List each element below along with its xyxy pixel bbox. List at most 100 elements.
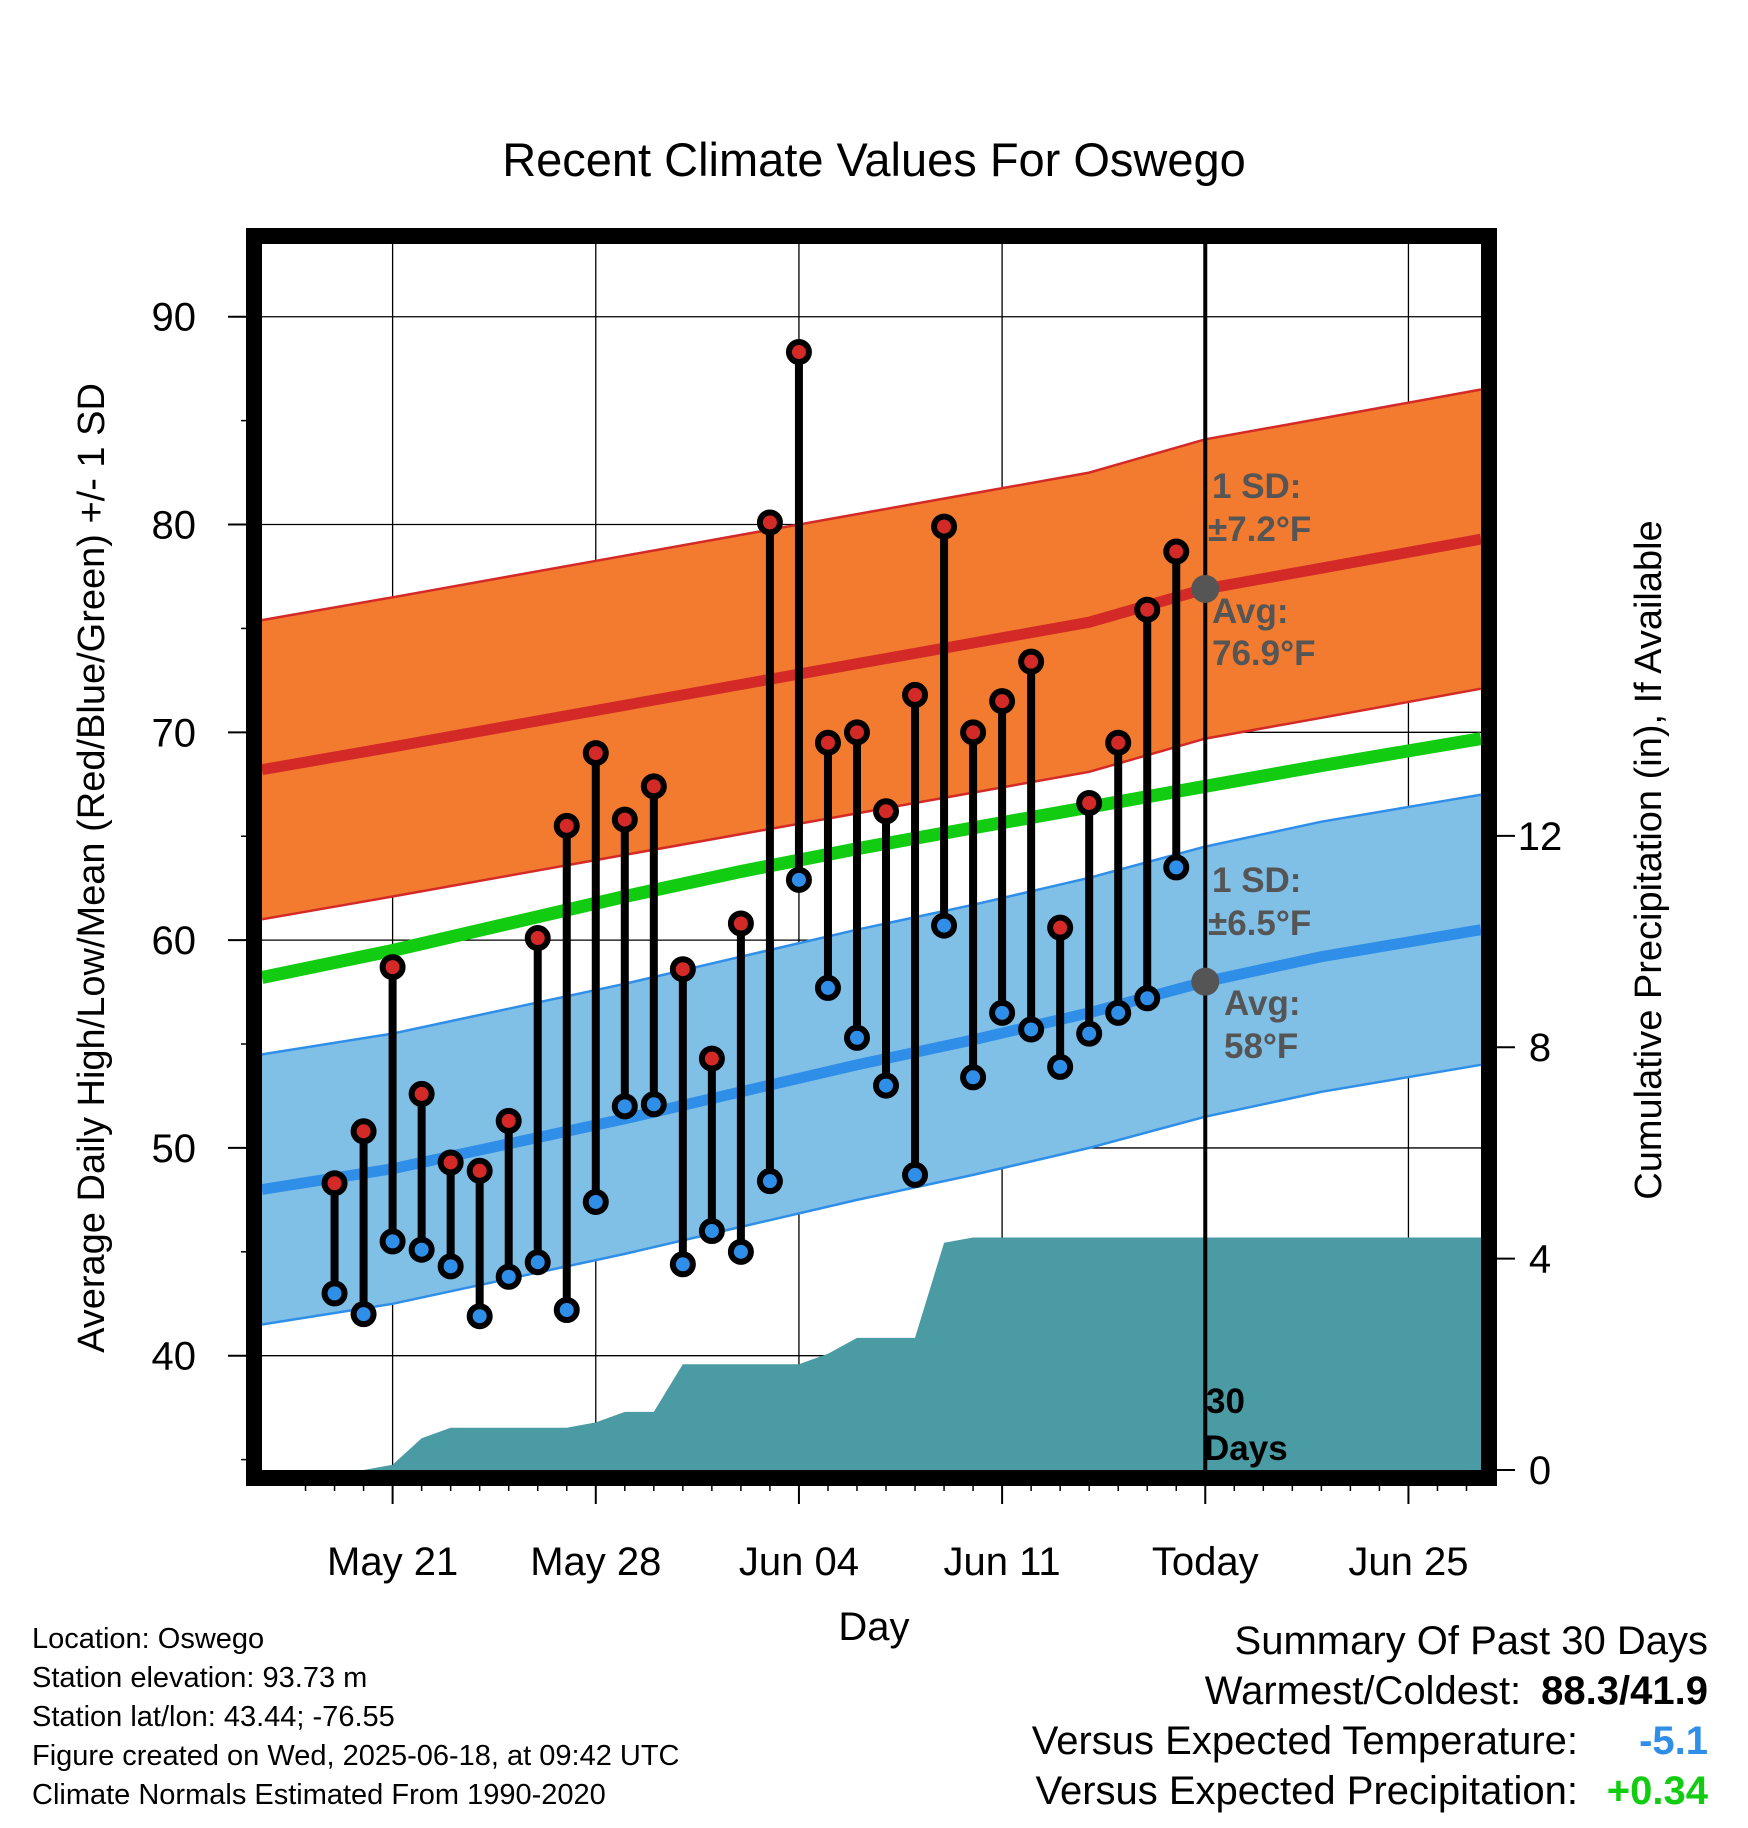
y-left-tick-label: 60 <box>152 919 197 963</box>
station-info: Location: Oswego Station elevation: 93.7… <box>32 1620 680 1815</box>
daily-low-marker <box>669 1251 696 1278</box>
temp-anomaly-value: -5.1 <box>1639 1719 1708 1763</box>
high-temp-upper-sd-line <box>261 388 1482 622</box>
plot-border <box>246 228 1497 1486</box>
daily-high-marker <box>1047 914 1074 941</box>
warm-cold-label: Warmest/Coldest: <box>1204 1669 1522 1713</box>
daily-high-marker <box>350 1118 377 1145</box>
daily-low-marker <box>1134 985 1161 1012</box>
daily-high-marker <box>437 1149 464 1176</box>
daily-high-marker <box>989 688 1016 715</box>
plot-frame <box>246 228 1497 1486</box>
daily-low-marker <box>321 1280 348 1307</box>
low-avg-label: Avg: <box>1224 984 1300 1023</box>
daily-low-marker <box>350 1301 377 1328</box>
precip-area-fill <box>262 1237 1481 1470</box>
y-right-tick-label: 12 <box>1518 815 1563 859</box>
y-left-axis-label: Average Daily High/Low/Mean (Red/Blue/Gr… <box>71 383 113 1353</box>
daily-low-marker <box>553 1296 580 1323</box>
daily-high-marker <box>1105 729 1132 756</box>
daily-low-marker <box>437 1253 464 1280</box>
daily-high-marker <box>553 812 580 839</box>
y-left-tick-label: 40 <box>152 1335 197 1379</box>
daily-high-marker <box>669 956 696 983</box>
y-right-tick-label: 0 <box>1529 1449 1551 1493</box>
daily-low-marker <box>931 912 958 939</box>
daily-low-marker <box>582 1188 609 1215</box>
daily-low-marker <box>524 1249 551 1276</box>
daily-high-marker <box>1163 538 1190 565</box>
high-temp-band-fill <box>262 389 1481 920</box>
daily-low-marker <box>640 1091 667 1118</box>
daily-high-marker <box>902 681 929 708</box>
daily-high-marker <box>698 1045 725 1072</box>
daily-high-marker <box>1018 648 1045 675</box>
daily-high-marker <box>495 1107 522 1134</box>
created-text: Figure created on Wed, 2025-06-18, at 09… <box>32 1740 680 1772</box>
daily-markers <box>321 339 1190 1330</box>
low-avg-value: 58°F <box>1224 1027 1298 1066</box>
daily-high-marker <box>960 719 987 746</box>
latlon-text: Station lat/lon: 43.44; -76.55 <box>32 1701 395 1733</box>
daily-low-marker <box>495 1263 522 1290</box>
temp-anomaly-row: Versus Expected Temperature: -5.1 <box>1032 1716 1708 1766</box>
low-temp-normal-line <box>261 924 1482 1195</box>
daily-high-marker <box>379 954 406 981</box>
today-high-normal-dot <box>1191 574 1220 603</box>
daily-high-marker <box>321 1170 348 1197</box>
daily-high-marker <box>785 339 812 366</box>
days-unit-label: Days <box>1204 1429 1288 1468</box>
y-left-tick-label: 90 <box>152 296 197 340</box>
daily-low-marker <box>756 1168 783 1195</box>
daily-high-marker <box>727 910 754 937</box>
daily-range-stems <box>330 352 1181 1317</box>
daily-high-marker <box>1076 789 1103 816</box>
daily-low-marker <box>466 1303 493 1330</box>
location-text: Location: Oswego <box>32 1623 265 1655</box>
precip-anomaly-row: Versus Expected Precipitation: +0.34 <box>1032 1766 1708 1816</box>
daily-low-marker <box>1163 854 1190 881</box>
high-sd-label: 1 SD: <box>1212 467 1301 506</box>
daily-low-marker <box>611 1093 638 1120</box>
today-normal-dots <box>1191 574 1220 996</box>
low-sd-value: ±6.5°F <box>1208 904 1311 943</box>
y-left-tick-label: 70 <box>152 711 197 755</box>
daily-low-marker <box>814 974 841 1001</box>
low-temp-lower-sd-line <box>261 1063 1482 1326</box>
y-left-tick-label: 80 <box>152 504 197 548</box>
daily-high-marker <box>408 1080 435 1107</box>
summary-panel: Summary Of Past 30 Days Warmest/Coldest:… <box>1032 1616 1708 1816</box>
precip-anomaly-label: Versus Expected Precipitation: <box>1035 1769 1578 1813</box>
chart-title: Recent Climate Values For Oswego <box>502 133 1246 186</box>
daily-high-marker <box>1134 596 1161 623</box>
daily-low-marker <box>960 1064 987 1091</box>
x-tick-label: May 28 <box>530 1540 661 1584</box>
daily-high-marker <box>843 719 870 746</box>
today-low-normal-dot <box>1191 967 1220 996</box>
daily-high-marker <box>873 798 900 825</box>
daily-low-marker <box>379 1228 406 1255</box>
daily-high-marker <box>611 806 638 833</box>
high-sd-value: ±7.2°F <box>1208 510 1311 549</box>
x-tick-label: Jun 04 <box>739 1540 859 1584</box>
daily-high-marker <box>814 729 841 756</box>
daily-low-marker <box>1018 1016 1045 1043</box>
x-tick-label: May 21 <box>327 1540 458 1584</box>
x-tick-label: Jun 25 <box>1348 1540 1468 1584</box>
daily-high-marker <box>756 509 783 536</box>
high-temp-sd-band <box>261 388 1482 921</box>
high-avg-value: 76.9°F <box>1212 634 1316 673</box>
x-axis-label: Day <box>838 1605 909 1649</box>
daily-low-marker <box>1076 1020 1103 1047</box>
low-sd-label: 1 SD: <box>1212 861 1301 900</box>
x-tick-label: Today <box>1152 1540 1259 1584</box>
summary-heading: Summary Of Past 30 Days <box>1234 1619 1708 1663</box>
high-avg-label: Avg: <box>1212 592 1288 631</box>
daily-high-marker <box>931 513 958 540</box>
daily-low-marker <box>408 1236 435 1263</box>
x-tick-label: Jun 11 <box>944 1540 1061 1584</box>
daily-low-marker <box>727 1238 754 1265</box>
high-temp-normal-line <box>261 533 1482 776</box>
y-right-axis-label: Cumulative Precipitation (in), If Availa… <box>1628 520 1670 1199</box>
